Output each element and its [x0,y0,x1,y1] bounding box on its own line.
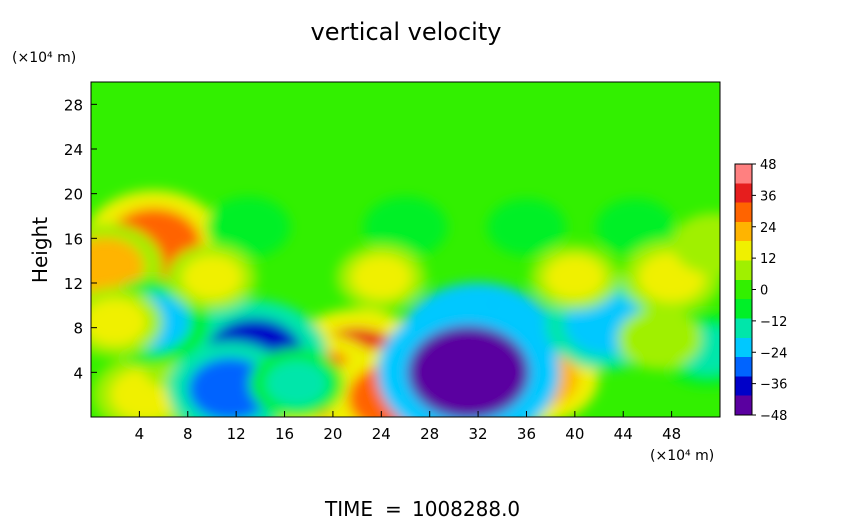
y-axis: 4 8 12 16 20 24 28 [64,96,97,382]
y-tick-label: 28 [64,96,83,114]
x-tick-label: 28 [420,425,439,443]
field-cell [685,223,720,265]
y-tick-label: 12 [64,275,83,293]
x-tick-label: 24 [372,425,391,443]
field-cell [377,206,434,248]
colorbar-tick-label: 12 [760,252,777,267]
time-equals: = [385,497,402,519]
footer: TIME = 1008288.0 [324,497,520,521]
colorbar-tick-label: 24 [760,221,777,236]
field-cell [500,208,553,247]
colorbar-tick-label: 48 [760,158,777,173]
field-cell [91,237,144,295]
x-tick-label: 20 [323,425,342,443]
time-label: TIME [324,497,373,519]
plot-area [91,82,720,417]
y-tick-label: 20 [64,186,83,204]
field-cell [220,206,277,248]
y-tick-label: 4 [73,364,83,382]
field-cell [609,208,662,247]
colorbar-gradient [734,163,753,416]
x-tick-label: 4 [135,425,145,443]
y-tick-label: 8 [73,320,83,338]
colorbar-tick-label: 0 [760,284,768,299]
y-tick-label: 16 [64,230,83,248]
colorbar-tick-label: −12 [760,315,787,330]
colorbar-tick-label: 36 [760,189,777,204]
x-tick-label: 48 [662,425,681,443]
y-unit-label: (×10⁴ m) [12,50,76,66]
x-tick-label: 32 [469,425,488,443]
x-tick-label: 36 [517,425,536,443]
colorbar: 48 36 24 12 0 −12 −24 −36 −48 [734,158,787,424]
velocity-field [91,190,720,417]
x-tick-label: 16 [275,425,294,443]
colorbar-tick-label: −36 [760,378,787,393]
x-tick-label: 12 [227,425,246,443]
colorbar-tick-label: −48 [760,409,787,424]
field-cell [351,255,412,300]
field-cell [182,255,242,300]
chart-title: vertical velocity [311,18,502,46]
y-axis-label: Height [28,217,52,283]
x-tick-label: 44 [614,425,633,443]
time-value: 1008288.0 [412,497,520,519]
x-tick-label: 40 [565,425,584,443]
colorbar-ticks: 48 36 24 12 0 −12 −24 −36 −48 [752,158,787,424]
plot-frame [90,81,721,418]
x-unit-label: (×10⁴ m) [650,448,714,464]
x-axis: 4 8 12 16 20 24 28 32 36 40 44 48 [135,411,681,443]
field-cell [545,255,605,300]
field-cell [265,360,329,407]
field-cell [91,298,147,346]
colorbar-tick-label: −24 [760,346,787,361]
y-tick-label: 24 [64,141,83,159]
field-cell [631,318,688,360]
field-cell [188,357,272,417]
x-tick-label: 8 [183,425,193,443]
field-cell [407,325,530,417]
